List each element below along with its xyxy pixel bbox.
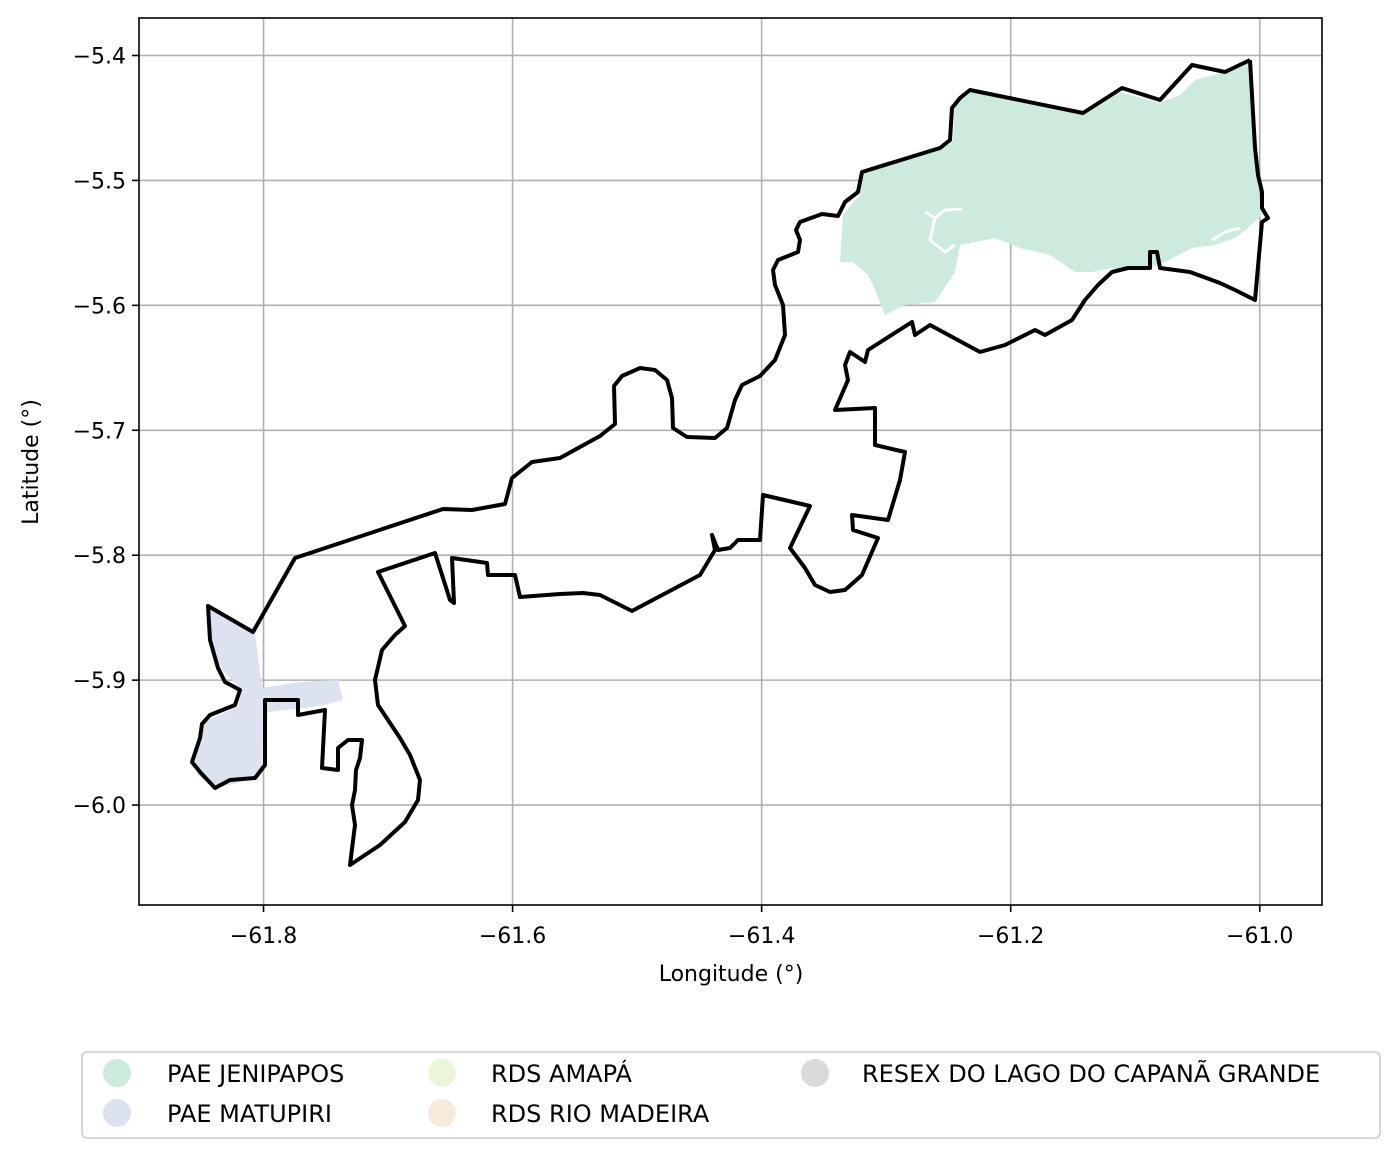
legend-swatch	[103, 1099, 131, 1127]
legend-entry: PAE MATUPIRI	[103, 1099, 332, 1128]
municipality-boundary	[190, 58, 1270, 867]
x-tick-label: −61.0	[1226, 924, 1293, 949]
legend-swatch	[428, 1059, 456, 1087]
y-tick-label: −5.9	[73, 669, 126, 694]
legend-frame	[81, 1051, 1381, 1139]
river-channel	[924, 207, 963, 254]
y-axis: −5.4 −5.5 −5.6 −5.7 −5.8 −5.9 −6.0	[73, 44, 139, 819]
y-tick-label: −5.6	[73, 294, 126, 319]
legend-entry: PAE JENIPAPOS	[103, 1059, 344, 1088]
legend-label: PAE JENIPAPOS	[167, 1060, 344, 1088]
axes-frame	[138, 17, 1323, 906]
legend-label: PAE MATUPIRI	[167, 1100, 332, 1128]
y-tick-label: −5.4	[73, 44, 126, 69]
river-channel	[1211, 226, 1241, 242]
x-axis-label: Longitude (°)	[659, 962, 804, 987]
y-tick-label: −6.0	[73, 794, 126, 819]
legend-swatch	[103, 1059, 131, 1087]
x-tick-label: −61.8	[230, 924, 297, 949]
legend: PAE JENIPAPOS PAE MATUPIRI RDS AMAPÁ RDS RI…	[81, 1051, 1381, 1139]
legend-swatch	[801, 1059, 829, 1087]
legend-label: RESEX DO LAGO DO CAPANÃ GRANDE	[862, 1058, 1320, 1088]
x-axis: −61.8 −61.6 −61.4 −61.2 −61.0	[230, 905, 1293, 949]
y-axis-label: Latitude (°)	[19, 399, 44, 525]
y-tick-label: −5.5	[73, 169, 126, 194]
legend-entry: RDS AMAPÁ	[428, 1059, 633, 1088]
legend-label: RDS AMAPÁ	[491, 1059, 633, 1088]
y-tick-label: −5.7	[73, 419, 126, 444]
legend-entry: RDS RIO MADEIRA	[428, 1099, 710, 1128]
x-tick-label: −61.2	[977, 924, 1044, 949]
legend-entry: RESEX DO LAGO DO CAPANÃ GRANDE	[801, 1058, 1320, 1088]
region-pae-matupiri	[195, 607, 343, 788]
x-tick-label: −61.6	[479, 924, 546, 949]
legend-swatch	[428, 1099, 456, 1127]
x-tick-label: −61.4	[728, 924, 795, 949]
y-tick-label: −5.8	[73, 544, 126, 569]
legend-label: RDS RIO MADEIRA	[491, 1100, 710, 1128]
